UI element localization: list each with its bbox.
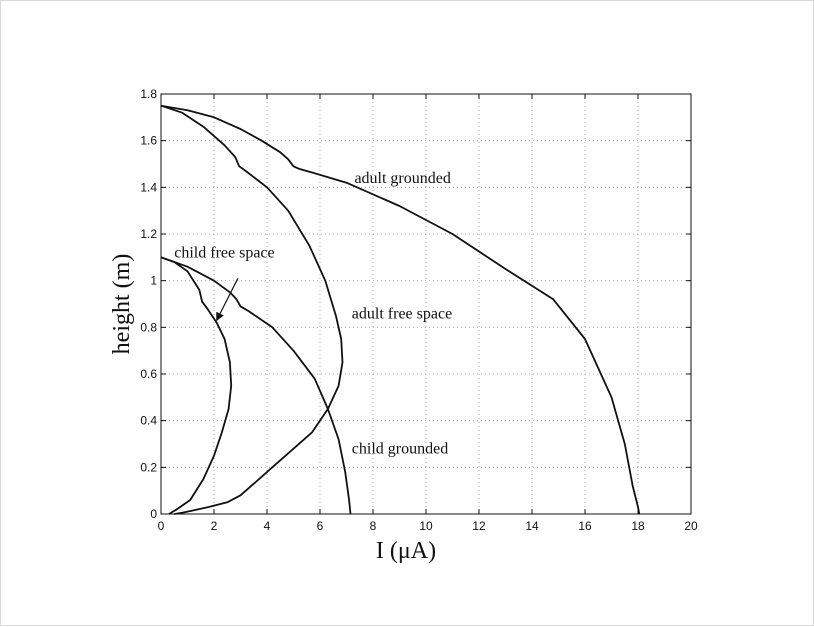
x-tick-label: 10: [419, 519, 433, 533]
annotation-arrow: [216, 278, 239, 322]
x-tick-label: 12: [472, 519, 486, 533]
series-line-adult-free-space: [160, 104, 344, 515]
y-tick-label: 1.2: [140, 227, 157, 241]
x-tick-label: 18: [631, 519, 645, 533]
y-tick-label: 1: [150, 274, 157, 288]
y-tick-label: 1.4: [140, 180, 157, 194]
x-tick-label: 20: [684, 519, 698, 533]
series-line-child-free-space: [160, 256, 233, 515]
x-tick-label: 6: [317, 519, 324, 533]
annotation-adult-free-space: adult free space: [352, 305, 452, 322]
y-tick-label: 1.8: [140, 87, 157, 101]
y-tick-label: 0.6: [140, 367, 157, 381]
x-tick-label: 16: [578, 519, 592, 533]
y-tick-label: 0.2: [140, 460, 157, 474]
annotation-adult-grounded: adult grounded: [354, 170, 450, 187]
x-tick-label: 4: [264, 519, 271, 533]
annotation-child-grounded: child grounded: [352, 441, 448, 458]
x-tick-label: 14: [525, 519, 539, 533]
y-tick-label: 0.4: [140, 414, 157, 428]
annotation-child-free-space: child free space: [174, 245, 274, 262]
x-tick-label: 0: [158, 519, 165, 533]
y-tick-label: 0.8: [140, 320, 157, 334]
y-tick-label: 1.6: [140, 134, 157, 148]
series-line-adult-grounded: [160, 104, 641, 515]
y-axis-label: height (m): [109, 254, 135, 355]
series-line-child-grounded: [160, 256, 352, 515]
x-tick-label: 8: [370, 519, 377, 533]
x-axis-label: I (μA): [376, 538, 436, 564]
y-tick-label: 0: [150, 507, 157, 521]
x-tick-label: 2: [211, 519, 218, 533]
